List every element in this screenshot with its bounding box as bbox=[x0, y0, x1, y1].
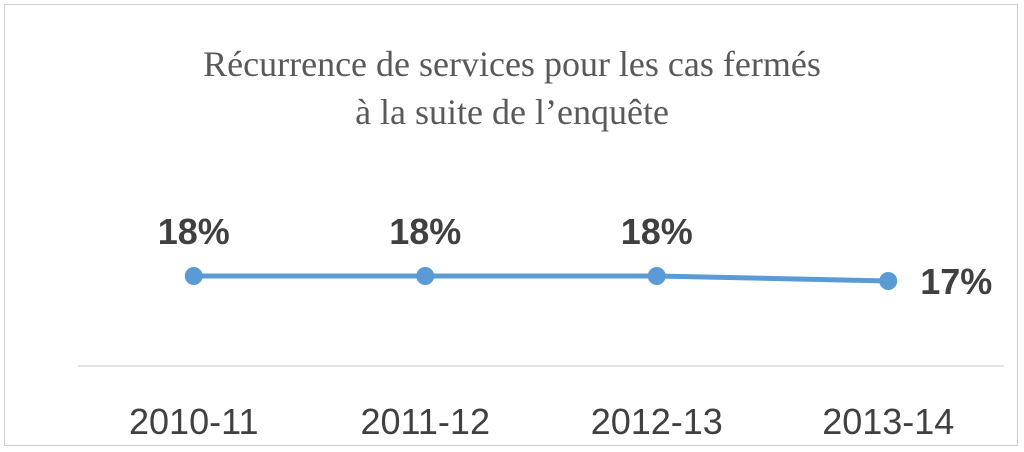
data-point-2011-12 bbox=[416, 267, 435, 285]
x-tick-label-2011-12: 2011-12 bbox=[361, 401, 490, 442]
chart-title-line2: à la suite de l’enquête bbox=[355, 92, 669, 132]
x-tick-label-2010-11: 2010-11 bbox=[129, 401, 258, 442]
data-points bbox=[184, 267, 898, 290]
chart-frame bbox=[4, 4, 1018, 446]
data-point-2010-11 bbox=[184, 267, 203, 285]
data-label-2010-11: 18% bbox=[158, 211, 230, 252]
data-label-2013-14: 17% bbox=[920, 261, 992, 302]
x-tick-label-2012-13: 2012-13 bbox=[591, 401, 723, 442]
data-point-2012-13 bbox=[647, 267, 666, 285]
chart-title-line1: Récurrence de services pour les cas ferm… bbox=[203, 44, 821, 84]
x-tick-label-2013-14: 2013-14 bbox=[822, 401, 954, 442]
chart-title: Récurrence de services pour les cas ferm… bbox=[0, 40, 1024, 136]
x-tick-labels: 2010-11 2011-12 2012-13 2013-14 bbox=[129, 401, 954, 442]
series-line bbox=[193, 273, 889, 284]
data-label-2012-13: 18% bbox=[621, 211, 693, 252]
data-label-2011-12: 18% bbox=[389, 211, 461, 252]
data-point-2013-14 bbox=[879, 272, 898, 290]
data-labels: 18% 18% 18% 17% bbox=[158, 211, 993, 302]
